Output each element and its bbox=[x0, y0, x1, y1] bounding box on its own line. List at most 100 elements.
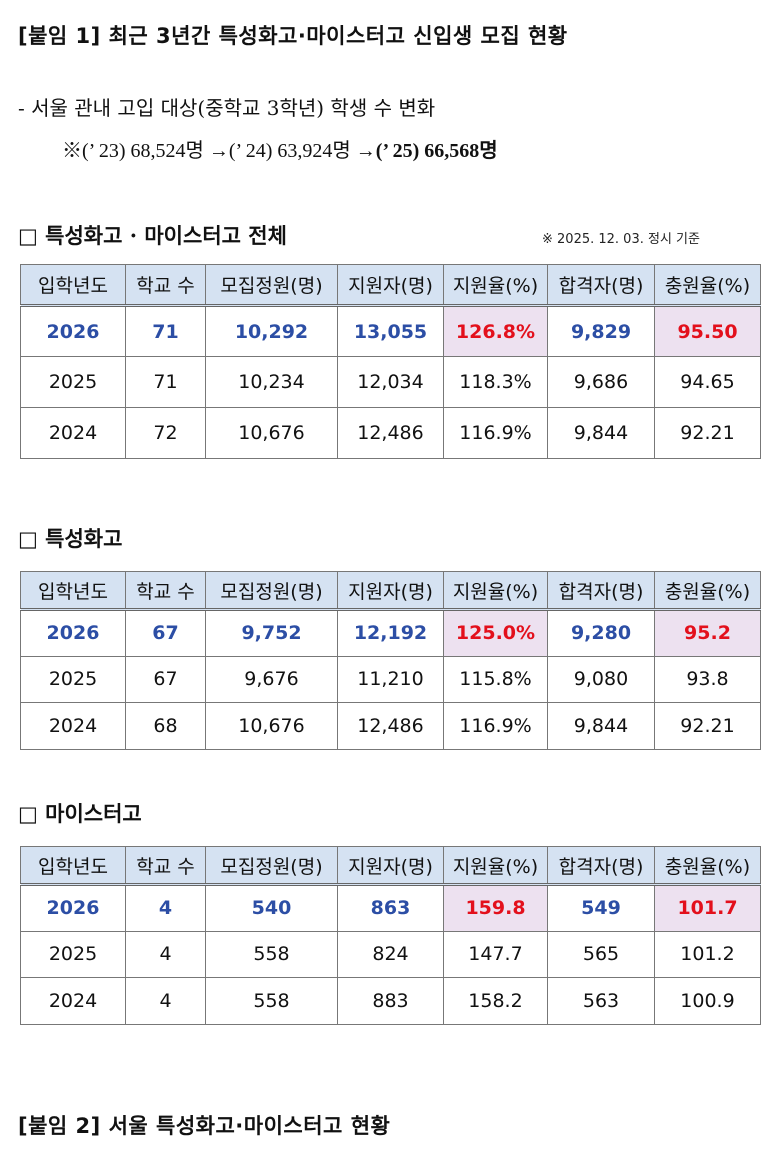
column-header: 충원율(%) bbox=[654, 571, 761, 611]
table-cell: 2024 bbox=[20, 407, 126, 459]
student-count-note: ※(’ 23) 68,524명 →(’ 24) 63,924명 →(’ 25) … bbox=[62, 134, 498, 163]
table-row: 2026 67 9,752 12,192 125.0% 9,280 95.2 bbox=[20, 609, 761, 657]
table-cell: 9,844 bbox=[547, 702, 655, 750]
table-cell: 67 bbox=[125, 609, 206, 657]
table-cell: 13,055 bbox=[337, 305, 444, 357]
table-cell: 563 bbox=[547, 977, 655, 1025]
table-cell: 2026 bbox=[20, 884, 126, 932]
table-cell: 126.8% bbox=[443, 305, 548, 357]
table-cell: 10,234 bbox=[205, 356, 338, 408]
table-cell: 101.7 bbox=[654, 884, 761, 932]
column-header: 입학년도 bbox=[20, 264, 126, 307]
table-cell: 2026 bbox=[20, 609, 126, 657]
table-cell: 2025 bbox=[20, 356, 126, 408]
student-change-subtitle: - 서울 관내 고입 대상(중학교 3학년) 학생 수 변화 bbox=[18, 96, 436, 120]
table-cell: 883 bbox=[337, 977, 444, 1025]
table-header-row: 입학년도 학교 수 모집정원(명) 지원자(명) 지원율(%) 합격자(명) 충원율(%) bbox=[20, 846, 761, 886]
table-row: 2024 72 10,676 12,486 116.9% 9,844 92.21 bbox=[20, 407, 761, 459]
table-cell: 824 bbox=[337, 930, 444, 978]
table-cell: 116.9% bbox=[443, 702, 548, 750]
column-header: 지원율(%) bbox=[443, 571, 548, 611]
table-cell: 116.9% bbox=[443, 407, 548, 459]
column-header: 모집정원(명) bbox=[205, 264, 338, 307]
table-cell: 10,292 bbox=[205, 305, 338, 357]
note-2025: (’ 25) 66,568명 bbox=[375, 140, 498, 162]
table-cell: 93.8 bbox=[654, 655, 761, 703]
column-header: 모집정원(명) bbox=[205, 846, 338, 886]
table-row: 2026 71 10,292 13,055 126.8% 9,829 95.50 bbox=[20, 305, 761, 357]
column-header: 학교 수 bbox=[125, 264, 206, 307]
table-cell: 11,210 bbox=[337, 655, 444, 703]
table-specialized: 입학년도 학교 수 모집정원(명) 지원자(명) 지원율(%) 합격자(명) 충원율(%) 2… bbox=[20, 571, 761, 750]
column-header: 합격자(명) bbox=[547, 264, 655, 307]
table-cell: 95.2 bbox=[654, 609, 761, 657]
table-cell: 92.21 bbox=[654, 407, 761, 459]
table-cell: 101.2 bbox=[654, 930, 761, 978]
table-cell: 9,844 bbox=[547, 407, 655, 459]
column-header: 학교 수 bbox=[125, 846, 206, 886]
column-header: 입학년도 bbox=[20, 846, 126, 886]
table-cell: 863 bbox=[337, 884, 444, 932]
column-header: 학교 수 bbox=[125, 571, 206, 611]
basis-date: ※ 2025. 12. 03. 정시 기준 bbox=[542, 232, 700, 247]
table-row: 2025 4 558 824 147.7 565 101.2 bbox=[20, 930, 761, 978]
table-cell: 549 bbox=[547, 884, 655, 932]
table-header-row: 입학년도 학교 수 모집정원(명) 지원자(명) 지원율(%) 합격자(명) 충원율(%) bbox=[20, 264, 761, 307]
table-cell: 2026 bbox=[20, 305, 126, 357]
table-cell: 12,486 bbox=[337, 702, 444, 750]
table-cell: 2024 bbox=[20, 977, 126, 1025]
column-header: 지원자(명) bbox=[337, 846, 444, 886]
table-row: 2025 71 10,234 12,034 118.3% 9,686 94.65 bbox=[20, 356, 761, 408]
column-header: 지원율(%) bbox=[443, 846, 548, 886]
table-cell: 9,080 bbox=[547, 655, 655, 703]
table-cell: 158.2 bbox=[443, 977, 548, 1025]
table-cell: 72 bbox=[125, 407, 206, 459]
column-header: 합격자(명) bbox=[547, 571, 655, 611]
table-meister: 입학년도 학교 수 모집정원(명) 지원자(명) 지원율(%) 합격자(명) 충원율(%) 2… bbox=[20, 846, 761, 1025]
section-title-all: □ 특성화고 · 마이스터고 전체 bbox=[18, 223, 287, 248]
table-row: 2024 68 10,676 12,486 116.9% 9,844 92.21 bbox=[20, 702, 761, 750]
attachment-1-title: [붙임 1] 최근 3년간 특성화고·마이스터고 신입생 모집 현황 bbox=[18, 24, 568, 48]
table-cell: 71 bbox=[125, 305, 206, 357]
table-header-row: 입학년도 학교 수 모집정원(명) 지원자(명) 지원율(%) 합격자(명) 충원율(%) bbox=[20, 571, 761, 611]
table-cell: 10,676 bbox=[205, 702, 338, 750]
section-title-meister: □ 마이스터고 bbox=[18, 801, 142, 826]
table-cell: 95.50 bbox=[654, 305, 761, 357]
table-row: 2024 4 558 883 158.2 563 100.9 bbox=[20, 977, 761, 1025]
column-header: 입학년도 bbox=[20, 571, 126, 611]
section-title-specialized: □ 특성화고 bbox=[18, 526, 123, 551]
table-cell: 558 bbox=[205, 930, 338, 978]
table-cell: 4 bbox=[125, 884, 206, 932]
table-row: 2025 67 9,676 11,210 115.8% 9,080 93.8 bbox=[20, 655, 761, 703]
table-cell: 125.0% bbox=[443, 609, 548, 657]
table-cell: 159.8 bbox=[443, 884, 548, 932]
note-prefix: ※(’ 23) 68,524명 →(’ 24) 63,924명 → bbox=[62, 140, 376, 162]
attachment-2-title: [붙임 2] 서울 특성화고·마이스터고 현황 bbox=[18, 1114, 391, 1138]
table-cell: 12,034 bbox=[337, 356, 444, 408]
table-all: 입학년도 학교 수 모집정원(명) 지원자(명) 지원율(%) 합격자(명) 충원율(%) 2… bbox=[20, 264, 761, 459]
table-cell: 540 bbox=[205, 884, 338, 932]
column-header: 지원자(명) bbox=[337, 571, 444, 611]
table-cell: 2024 bbox=[20, 702, 126, 750]
table-cell: 558 bbox=[205, 977, 338, 1025]
column-header: 합격자(명) bbox=[547, 846, 655, 886]
column-header: 지원자(명) bbox=[337, 264, 444, 307]
table-row: 2026 4 540 863 159.8 549 101.7 bbox=[20, 884, 761, 932]
table-cell: 565 bbox=[547, 930, 655, 978]
table-cell: 92.21 bbox=[654, 702, 761, 750]
table-cell: 4 bbox=[125, 930, 206, 978]
table-cell: 4 bbox=[125, 977, 206, 1025]
table-cell: 9,280 bbox=[547, 609, 655, 657]
table-cell: 68 bbox=[125, 702, 206, 750]
column-header: 모집정원(명) bbox=[205, 571, 338, 611]
table-cell: 9,686 bbox=[547, 356, 655, 408]
table-cell: 94.65 bbox=[654, 356, 761, 408]
table-cell: 9,676 bbox=[205, 655, 338, 703]
table-cell: 71 bbox=[125, 356, 206, 408]
table-cell: 100.9 bbox=[654, 977, 761, 1025]
table-cell: 12,486 bbox=[337, 407, 444, 459]
table-cell: 9,752 bbox=[205, 609, 338, 657]
column-header: 지원율(%) bbox=[443, 264, 548, 307]
table-cell: 147.7 bbox=[443, 930, 548, 978]
table-cell: 9,829 bbox=[547, 305, 655, 357]
